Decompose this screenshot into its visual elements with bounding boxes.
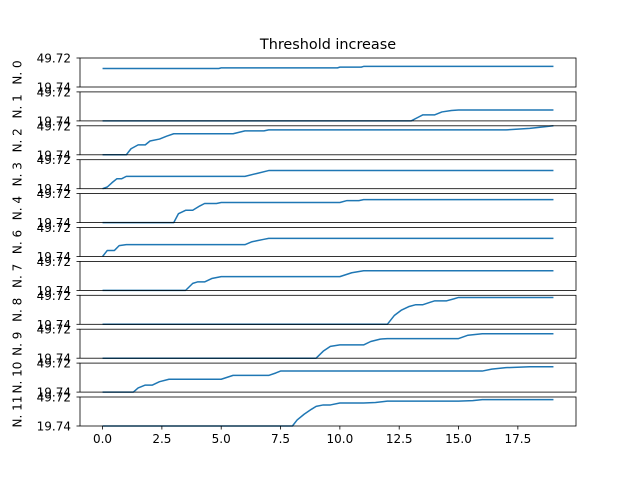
panel-frame bbox=[79, 396, 577, 427]
panel-frame bbox=[79, 125, 577, 156]
panel-1: 49.72 19.74 N. 1 bbox=[11, 85, 577, 128]
panel-frame bbox=[79, 227, 577, 257]
series-line-panel-9 bbox=[102, 365, 554, 393]
series-line-panel-2 bbox=[102, 125, 554, 156]
y-tick-label: 49.72 bbox=[37, 119, 71, 133]
y-tick-label: 19.74 bbox=[37, 148, 71, 162]
y-tick-label: 49.72 bbox=[37, 187, 71, 201]
y-axis-label: N. 2 bbox=[11, 128, 25, 152]
y-tick-label: 19.74 bbox=[37, 114, 71, 128]
y-tick-label: 49.72 bbox=[37, 357, 71, 371]
y-tick-label: 19.74 bbox=[37, 352, 71, 366]
y-axis-label: N. 8 bbox=[11, 298, 25, 322]
panel-frame bbox=[79, 159, 577, 190]
x-tick-label: 10.0 bbox=[327, 432, 354, 446]
chart-title: Threshold increase bbox=[259, 37, 396, 53]
y-tick-label: 49.72 bbox=[37, 323, 71, 337]
panel-3: 49.72 19.74 N. 3 bbox=[11, 153, 577, 196]
y-tick-label: 19.74 bbox=[37, 318, 71, 332]
panel-9: 49.72 19.74 N. 10 bbox=[11, 357, 577, 400]
x-tick-label: 12.5 bbox=[386, 432, 413, 446]
series-line-panel-10 bbox=[102, 398, 554, 427]
panel-frame bbox=[79, 362, 577, 393]
y-tick-label: 19.74 bbox=[37, 182, 71, 196]
series-line-panel-8 bbox=[102, 333, 554, 359]
y-tick-label: 49.72 bbox=[37, 255, 71, 269]
panel-frame bbox=[79, 91, 577, 122]
y-axis-label: N. 11 bbox=[11, 396, 25, 428]
panel-5: 49.72 19.74 N. 6 bbox=[11, 221, 577, 264]
y-axis-label: N. 4 bbox=[11, 196, 25, 220]
y-tick-label: 49.72 bbox=[37, 153, 71, 167]
y-tick-label: 49.72 bbox=[37, 289, 71, 303]
y-tick-label: 49.72 bbox=[37, 221, 71, 235]
panel-4: 49.72 19.74 N. 4 bbox=[11, 187, 577, 230]
panel-frame bbox=[79, 57, 577, 88]
panel-frame bbox=[79, 294, 577, 325]
y-tick-label: 19.74 bbox=[37, 386, 71, 400]
series-line-panel-3 bbox=[102, 169, 554, 190]
series-line-panel-4 bbox=[102, 198, 554, 224]
x-tick-label: 7.5 bbox=[271, 432, 290, 446]
x-tick-label: 17.5 bbox=[504, 432, 531, 446]
x-tick-label: 0.0 bbox=[93, 432, 112, 446]
panel-10: 49.72 19.74 N. 11 bbox=[11, 391, 577, 434]
panel-6: 49.72 19.74 N. 7 bbox=[11, 255, 577, 298]
panel-2: 49.72 19.74 N. 2 bbox=[11, 119, 577, 162]
y-tick-label: 19.74 bbox=[37, 81, 71, 95]
y-axis-label: N. 0 bbox=[11, 60, 25, 84]
series-line-panel-7 bbox=[102, 296, 554, 326]
y-tick-label: 19.74 bbox=[37, 420, 71, 434]
panel-frame bbox=[79, 193, 577, 224]
y-axis-label: N. 7 bbox=[11, 264, 25, 288]
x-tick-label: 15.0 bbox=[445, 432, 472, 446]
series-line-panel-5 bbox=[101, 237, 554, 257]
x-tick-label: 5.0 bbox=[212, 432, 231, 446]
y-tick-label: 19.74 bbox=[37, 216, 71, 230]
y-tick-label: 49.72 bbox=[37, 391, 71, 405]
panel-frame bbox=[79, 328, 577, 359]
y-axis-label: N. 3 bbox=[11, 162, 25, 186]
series-line-panel-0 bbox=[102, 65, 554, 70]
x-tick-label: 2.5 bbox=[152, 432, 171, 446]
panel-0: 49.72 19.74 N. 0 bbox=[11, 52, 577, 95]
y-tick-label: 49.72 bbox=[37, 85, 71, 99]
series-line-panel-6 bbox=[102, 270, 554, 292]
y-tick-label: 19.74 bbox=[37, 284, 71, 298]
y-axis-label: N. 1 bbox=[11, 94, 25, 118]
x-axis: 0.0 2.5 5.0 7.5 10.0 12.5 15.0 17.5 bbox=[93, 426, 531, 446]
panel-7: 49.72 19.74 N. 8 bbox=[11, 289, 577, 332]
y-axis-label: N. 9 bbox=[11, 332, 25, 356]
y-tick-label: 19.74 bbox=[37, 250, 71, 264]
panel-frame bbox=[79, 260, 577, 291]
panel-8: 49.72 19.74 N. 9 bbox=[11, 323, 577, 366]
y-axis-label: N. 10 bbox=[11, 362, 25, 394]
y-tick-label: 49.72 bbox=[37, 52, 71, 66]
y-axis-label: N. 6 bbox=[11, 230, 25, 254]
series-line-panel-1 bbox=[102, 109, 554, 122]
